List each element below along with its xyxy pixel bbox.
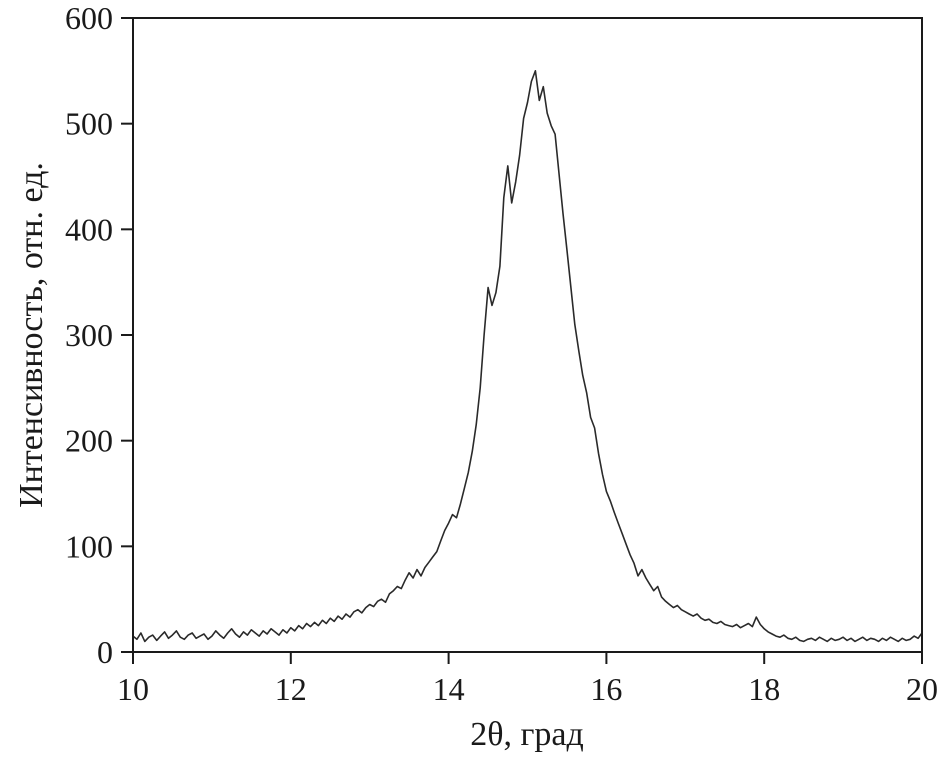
x-tick-label: 20 (906, 671, 938, 707)
y-axis-label: Интенсивность, отн. ед. (13, 162, 50, 508)
x-tick-labels: 10 12 14 16 18 20 (117, 671, 938, 707)
y-tick-label: 600 (65, 0, 113, 36)
y-tick-label: 300 (65, 317, 113, 353)
plot-background (133, 18, 922, 652)
x-tick-label: 14 (433, 671, 465, 707)
axis-ticks (121, 17, 923, 664)
x-tick-label: 18 (748, 671, 780, 707)
y-tick-label: 0 (97, 634, 113, 670)
y-tick-label: 200 (65, 423, 113, 459)
y-tick-labels: 0 100 200 300 400 500 600 (65, 0, 113, 670)
x-tick-label: 16 (590, 671, 622, 707)
y-tick-label: 100 (65, 528, 113, 564)
x-tick-label: 10 (117, 671, 149, 707)
plot-frame (132, 17, 923, 653)
y-tick-label: 500 (65, 106, 113, 142)
y-tick-label: 400 (65, 211, 113, 247)
data-line (132, 70, 923, 643)
x-axis-label: 2θ, град (470, 716, 584, 753)
x-tick-label: 12 (275, 671, 307, 707)
